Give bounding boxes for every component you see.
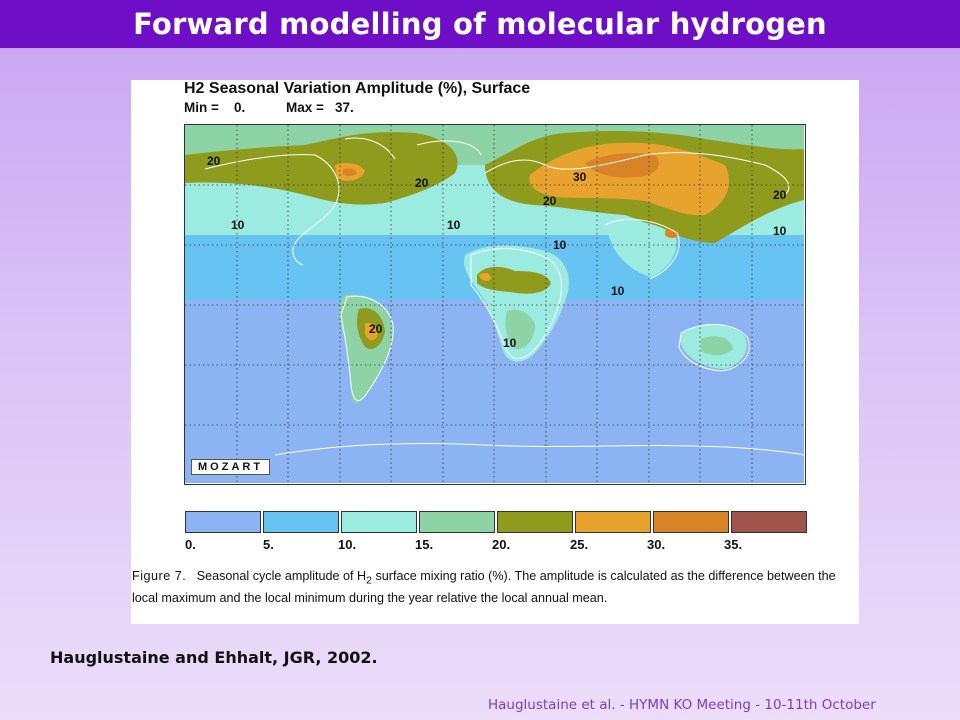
world-map: 20 20 10 30 20 20 10 10 10 20 10 10 MOZA…	[184, 124, 806, 485]
colorbar-label: 35.	[724, 537, 743, 552]
contour-label: 20	[415, 176, 429, 190]
colorbar-segment	[262, 511, 340, 533]
figure-caption: Figure 7. Seasonal cycle amplitude of H2…	[132, 568, 858, 607]
region-south-america-orange	[365, 322, 378, 341]
figure-title: H2 Seasonal Variation Amplitude (%), Sur…	[184, 80, 531, 97]
region-eurasia-orange	[529, 142, 729, 216]
region-india-green	[605, 220, 677, 277]
region-africa-orange	[479, 272, 491, 282]
contour-label: 20	[543, 194, 557, 208]
colorbar-label: 20.	[492, 537, 511, 552]
colorbar-segment	[574, 511, 652, 533]
contour-labels: 20 20 10 30 20 20 10 10 10 20 10 10	[207, 154, 787, 350]
region-south-africa-green	[505, 309, 535, 350]
min-label: Min =	[184, 100, 219, 115]
caption-figure-label: Figure 7.	[132, 569, 187, 583]
region-australia-green	[701, 336, 733, 356]
contour-label: 20	[369, 322, 383, 336]
region-africa-olive	[477, 266, 551, 294]
contour-label: 20	[207, 154, 221, 168]
min-value: 0.	[234, 100, 246, 115]
figure-panel: H2 Seasonal Variation Amplitude (%), Sur…	[131, 80, 859, 624]
region-siberia-darkorange	[585, 153, 659, 178]
slide-title: Forward modelling of molecular hydrogen	[133, 7, 827, 41]
slide-footer: Hauglustaine et al. - HYMN KO Meeting - …	[488, 697, 876, 713]
colorbar-segment	[418, 511, 496, 533]
contour-label: 30	[573, 170, 587, 184]
colorbar-segment	[185, 511, 262, 533]
contour-label: 10	[553, 238, 567, 252]
title-bar: Forward modelling of molecular hydrogen	[0, 0, 960, 48]
contour-map: 20 20 10 30 20 20 10 10 10 20 10 10	[185, 125, 804, 483]
colorbar-label: 30.	[647, 537, 666, 552]
colorbar-segment	[730, 511, 807, 533]
contour-label: 20	[773, 188, 787, 202]
caption-subscript: 2	[366, 574, 372, 587]
contour-label: 10	[773, 224, 787, 238]
colorbar-label: 25.	[570, 537, 589, 552]
max-value: 37.	[335, 100, 354, 115]
colorbar-label: 5.	[263, 537, 274, 552]
colorbar-label: 0.	[185, 537, 196, 552]
citation: Hauglustaine and Ehhalt, JGR, 2002.	[50, 648, 378, 667]
caption-text-before: Seasonal cycle amplitude of H	[196, 569, 367, 583]
caption-text-after: surface mixing ratio (%). The amplitude …	[132, 569, 836, 605]
coastlines	[204, 137, 804, 456]
colorbar-label: 10.	[338, 537, 357, 552]
region-china-darkorange	[665, 228, 679, 238]
colorbar	[185, 511, 807, 533]
contour-label: 10	[611, 284, 625, 298]
contour-label: 10	[447, 218, 461, 232]
region-canada-darkorange	[343, 168, 357, 177]
graticule	[185, 125, 804, 483]
contour-label: 10	[231, 218, 245, 232]
colorbar-segment	[340, 511, 418, 533]
region-north-america-olive	[185, 132, 458, 205]
max-label: Max =	[286, 100, 324, 115]
colorbar-segment	[496, 511, 574, 533]
model-label: MOZART	[191, 459, 271, 475]
colorbar-label: 15.	[415, 537, 434, 552]
colorbar-segment	[652, 511, 730, 533]
contour-label: 10	[503, 336, 517, 350]
